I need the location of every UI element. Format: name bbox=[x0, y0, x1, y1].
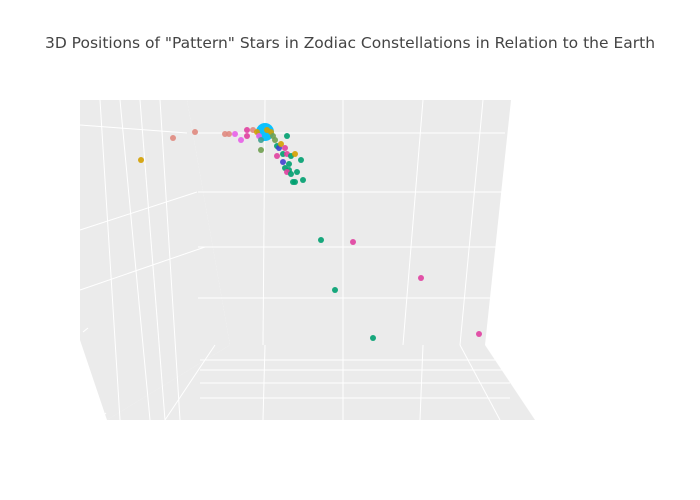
star-point[interactable] bbox=[298, 157, 304, 163]
gridline bbox=[459, 344, 501, 421]
star-point[interactable] bbox=[318, 237, 324, 243]
star-point[interactable] bbox=[258, 137, 264, 143]
gridline bbox=[79, 191, 198, 231]
back-wall bbox=[187, 100, 511, 345]
gridline bbox=[459, 99, 484, 346]
star-point[interactable] bbox=[280, 159, 286, 165]
star-point[interactable] bbox=[286, 161, 292, 167]
star-point[interactable] bbox=[290, 179, 296, 185]
star-point[interactable] bbox=[244, 133, 250, 139]
gridline bbox=[419, 344, 424, 421]
star-point[interactable] bbox=[282, 145, 288, 151]
star-point[interactable] bbox=[170, 135, 176, 141]
gridline bbox=[164, 344, 216, 421]
star-point[interactable] bbox=[278, 141, 284, 147]
star-point[interactable] bbox=[292, 151, 298, 157]
gridline bbox=[262, 344, 266, 421]
star-point[interactable] bbox=[238, 137, 244, 143]
grid-lines bbox=[79, 99, 510, 421]
star-point[interactable] bbox=[332, 287, 338, 293]
star-point[interactable] bbox=[370, 335, 376, 341]
star-point[interactable] bbox=[350, 239, 356, 245]
gridline bbox=[79, 246, 206, 291]
star-point[interactable] bbox=[258, 147, 264, 153]
star-point[interactable] bbox=[232, 131, 238, 137]
star-point[interactable] bbox=[418, 275, 424, 281]
star-point[interactable] bbox=[476, 331, 482, 337]
star-point[interactable] bbox=[226, 131, 232, 137]
gridline bbox=[119, 99, 151, 421]
gridline bbox=[159, 99, 181, 421]
star-point[interactable] bbox=[288, 171, 294, 177]
star-point[interactable] bbox=[274, 153, 280, 159]
star-point[interactable] bbox=[244, 127, 250, 133]
star-point[interactable] bbox=[294, 169, 300, 175]
axis-tick bbox=[82, 327, 89, 333]
star-point[interactable] bbox=[192, 129, 198, 135]
star-point[interactable] bbox=[138, 157, 144, 163]
star-point[interactable] bbox=[300, 177, 306, 183]
gridline bbox=[402, 99, 424, 346]
star-point[interactable] bbox=[284, 133, 290, 139]
gridline bbox=[139, 99, 166, 421]
star-point[interactable] bbox=[272, 137, 278, 143]
points bbox=[138, 123, 482, 341]
axis-tick bbox=[100, 412, 107, 418]
left-wall bbox=[80, 100, 230, 420]
gridline bbox=[79, 124, 188, 134]
gridline bbox=[99, 99, 121, 421]
chart-title: 3D Positions of "Pattern" Stars in Zodia… bbox=[44, 34, 656, 52]
